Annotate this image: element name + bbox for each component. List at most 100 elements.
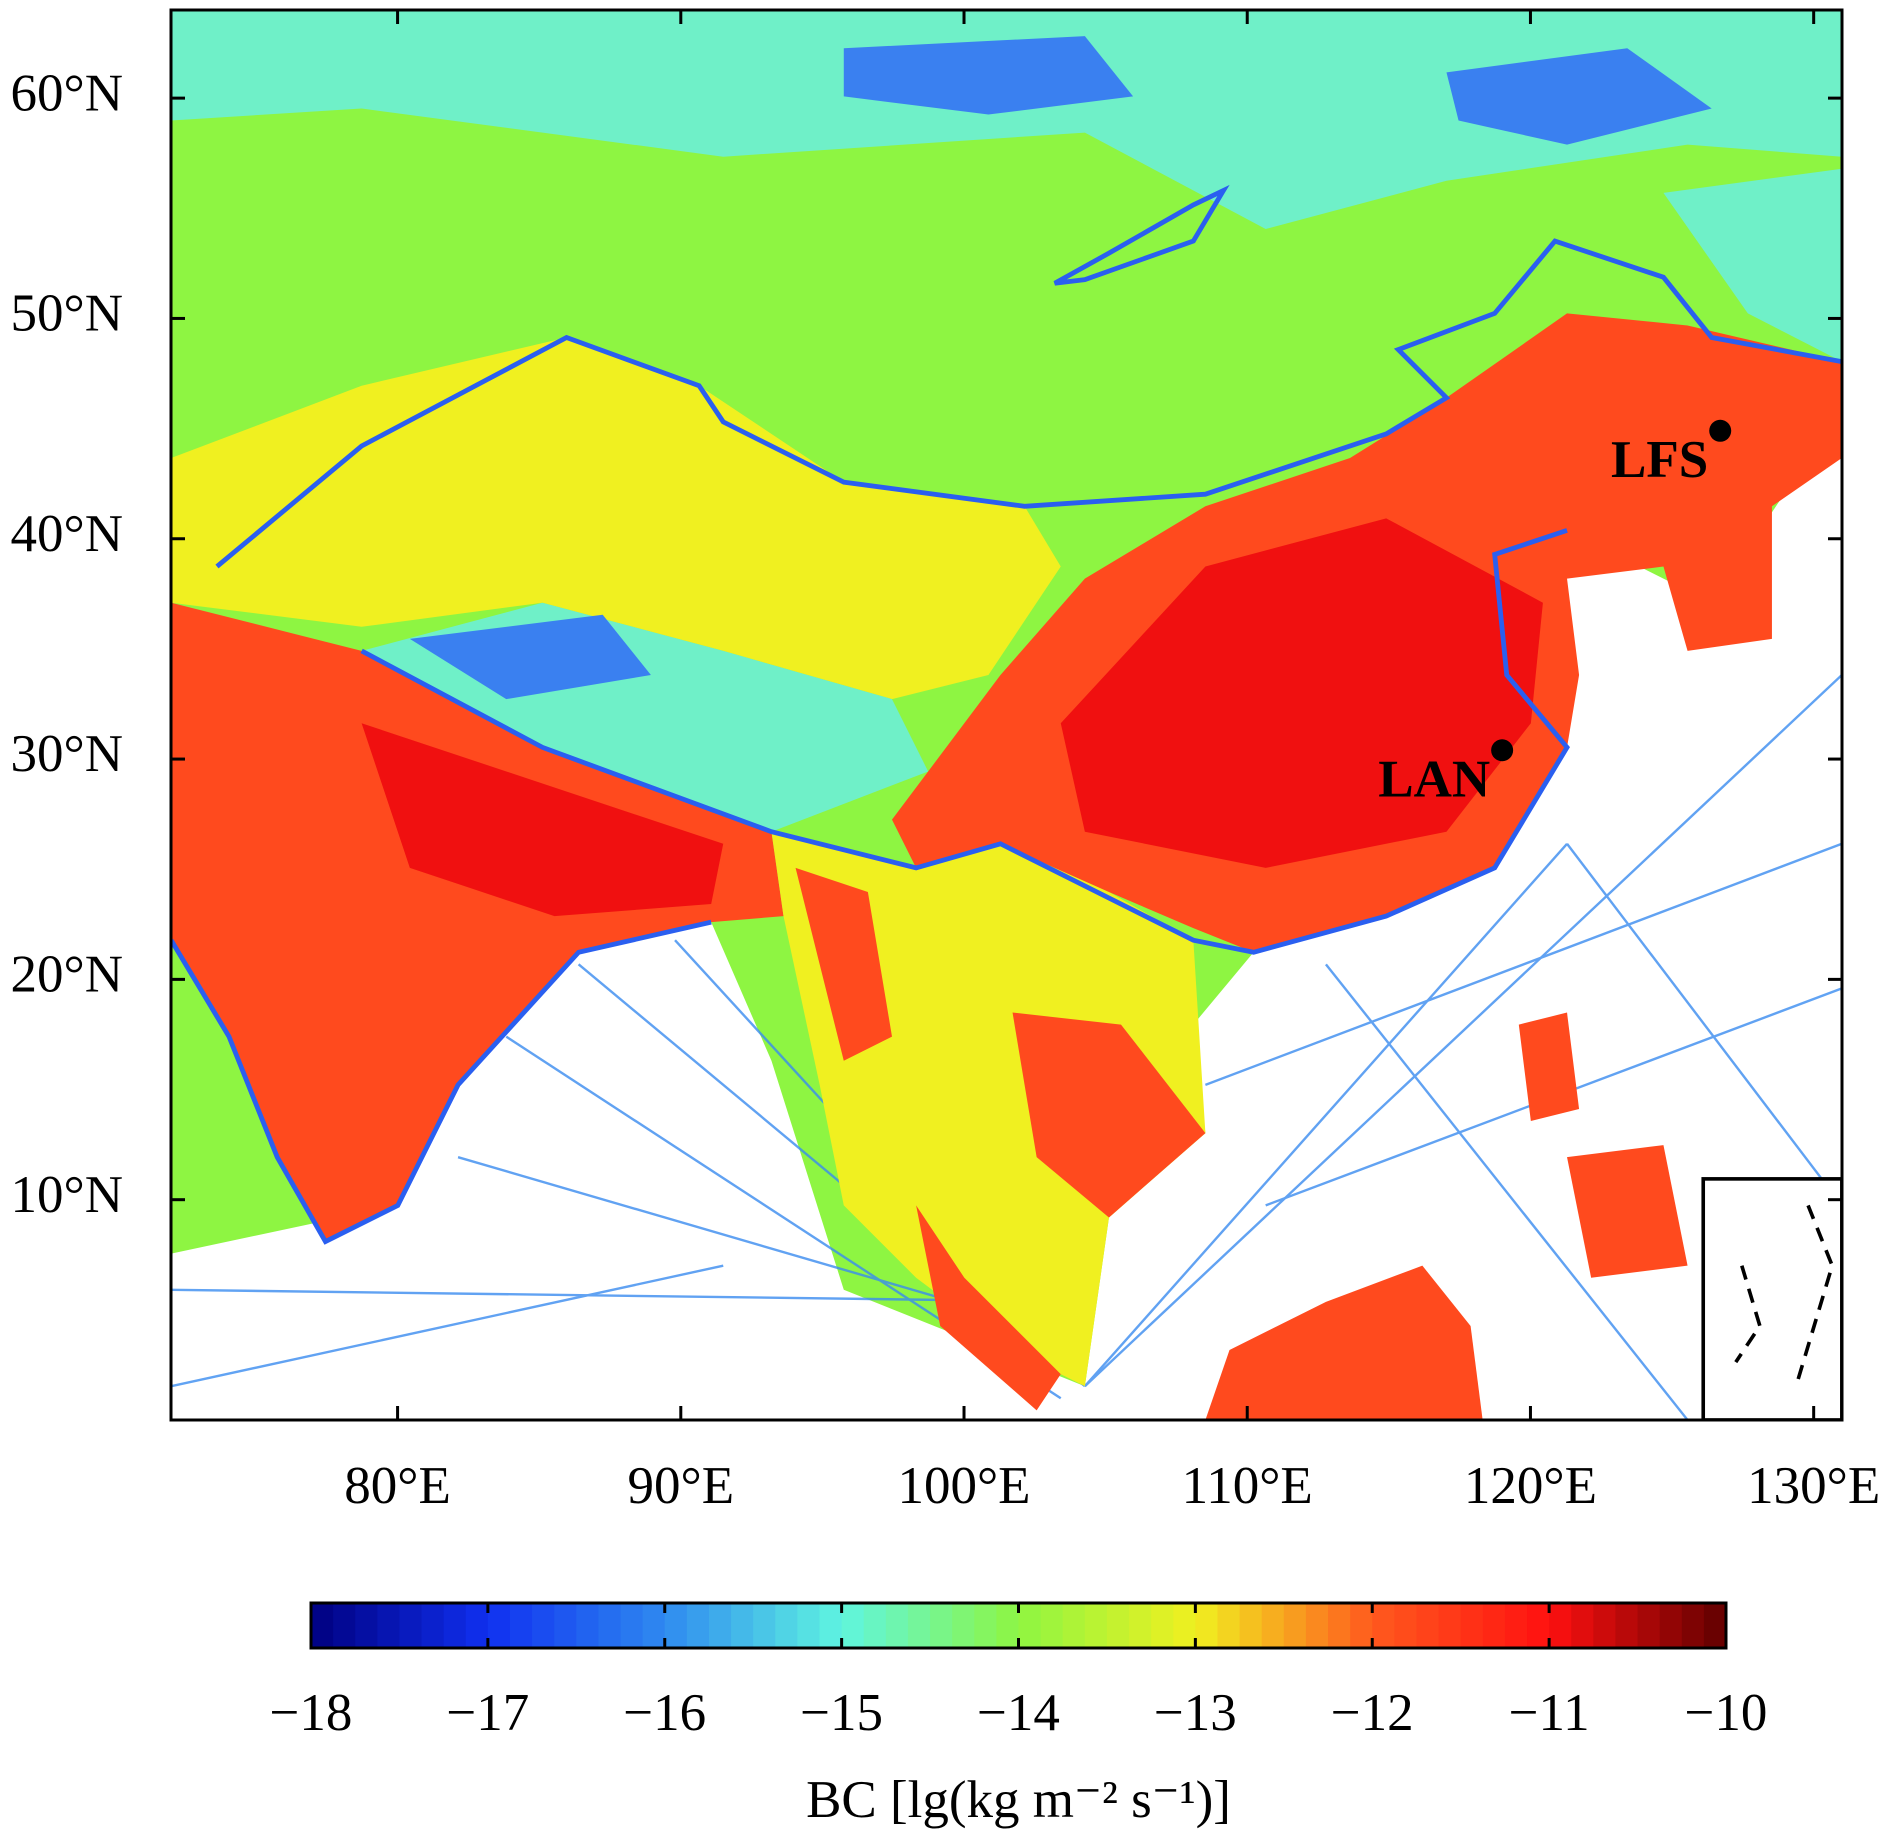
colorbar-cell (377, 1603, 401, 1648)
colorbar-tick-label: −10 (1685, 1684, 1768, 1742)
colorbar-cell (1438, 1603, 1462, 1648)
colorbar-cell (642, 1603, 666, 1648)
red-india (171, 602, 784, 1242)
colorbar-cell (1062, 1603, 1086, 1648)
colorbar-cell (1040, 1603, 1064, 1648)
colorbar-cell (1261, 1603, 1285, 1648)
colorbar-cell (620, 1603, 644, 1648)
colorbar-cell (1681, 1603, 1705, 1648)
red-se-asia (795, 867, 892, 1061)
red-malaya (916, 1205, 1061, 1411)
colorbar-cell (1593, 1603, 1617, 1648)
colorbar-cell (1018, 1603, 1042, 1648)
colorbar-cell (576, 1603, 600, 1648)
colorbar-cell (1482, 1603, 1506, 1648)
x-tick-label: 130°E (1747, 1457, 1880, 1515)
cyan-north (171, 9, 1842, 230)
colorbar-tick-label: −12 (1331, 1684, 1414, 1742)
colorbar-cell (930, 1603, 953, 1648)
colorbar-cell (443, 1603, 467, 1648)
red-borneo (1205, 1265, 1483, 1420)
red-philippines (1518, 1012, 1580, 1122)
colorbar-cell (907, 1603, 931, 1648)
red-ganges (361, 723, 724, 917)
colorbar-cell (1549, 1603, 1572, 1648)
colorbar-cell (1305, 1603, 1329, 1648)
colorbar-cell (509, 1603, 533, 1648)
colorbar-cell (819, 1603, 843, 1648)
colorbar-tick-label: −11 (1509, 1684, 1590, 1742)
colorbar-cell (1195, 1603, 1219, 1648)
y-tick-label: 40°N (11, 505, 123, 563)
map-frame (169, 8, 1844, 1422)
colorbar-cell (1173, 1603, 1196, 1648)
red-se-asia (1012, 1012, 1206, 1218)
colorbar-cell (996, 1603, 1020, 1648)
colorbar-cell (1283, 1603, 1307, 1648)
colorbar-cell (554, 1603, 577, 1648)
inset-map (1701, 1177, 1842, 1420)
cyan-north-east (1663, 168, 1842, 362)
colorbar-cell (1416, 1603, 1440, 1648)
colorbar-cell (863, 1603, 887, 1648)
site-marker (1709, 419, 1732, 442)
boundary (215, 238, 1842, 569)
colorbar-cell (1504, 1603, 1528, 1648)
colorbar-cell (974, 1603, 997, 1648)
colorbar-cell (355, 1603, 378, 1648)
y-tick-label: 30°N (11, 725, 123, 783)
colorbar-cell (1239, 1603, 1263, 1648)
colorbar-cell (753, 1603, 776, 1648)
y-tick-label: 20°N (11, 946, 123, 1004)
colorbar-cell (1129, 1603, 1152, 1648)
site-marker (1491, 739, 1514, 762)
colorbar-tick-label: −16 (623, 1684, 706, 1742)
lake (1053, 184, 1230, 286)
colorbar-cell (399, 1603, 423, 1648)
colorbar-cell (1571, 1603, 1594, 1648)
x-tick-label: 80°E (344, 1457, 451, 1515)
colorbar-tick-label: −13 (1154, 1684, 1237, 1742)
colorbar-cell (465, 1603, 489, 1648)
site-label: LFS (1611, 431, 1708, 489)
sea (171, 458, 1842, 1420)
colorbar-cell (421, 1603, 445, 1648)
colorbar-tick-label: −14 (977, 1684, 1060, 1742)
colorbar-cell (1372, 1603, 1395, 1648)
colorbar-cell (1151, 1603, 1174, 1648)
colorbar-label: BC [lg(kg m⁻² s⁻¹)] (806, 1771, 1231, 1829)
inset-lines (1734, 1204, 1835, 1387)
colorbar-cell (686, 1603, 710, 1648)
colorbar-tick-label: −18 (270, 1684, 353, 1742)
colorbar-cell (664, 1603, 688, 1648)
y-tick-label: 60°N (11, 64, 123, 122)
colorbar-cell (311, 1603, 334, 1648)
colorbar-tick-label: −15 (800, 1684, 883, 1742)
colorbar-cell (1703, 1603, 1727, 1648)
colorbar-cell (731, 1603, 754, 1648)
red-philippines (1567, 1145, 1688, 1278)
map-background (171, 9, 1842, 1420)
colorbar-cell (333, 1603, 356, 1648)
colorbar-cell (885, 1603, 909, 1648)
colorbar-cell (1084, 1603, 1108, 1648)
colorbar-cell (797, 1603, 821, 1648)
colorbar-cell (1350, 1603, 1373, 1648)
blue-tibet (409, 614, 651, 700)
x-tick-label: 90°E (628, 1457, 735, 1515)
boundary (360, 528, 1570, 955)
red-core (1060, 518, 1543, 868)
blue-patch (843, 36, 1134, 115)
colorbar-cell (1615, 1603, 1639, 1648)
x-tick-label: 100°E (897, 1457, 1030, 1515)
colorbar-cell (1328, 1603, 1351, 1648)
colorbar-cell (1217, 1603, 1241, 1648)
colorbar-cell (841, 1603, 865, 1648)
colorbar-cell (1106, 1603, 1130, 1648)
colorbar-cell (1460, 1603, 1484, 1648)
colorbar-cell (1659, 1603, 1683, 1648)
colorbar-cell (1394, 1603, 1418, 1648)
colorbar-cell (708, 1603, 732, 1648)
colorbar-cell (1637, 1603, 1661, 1648)
